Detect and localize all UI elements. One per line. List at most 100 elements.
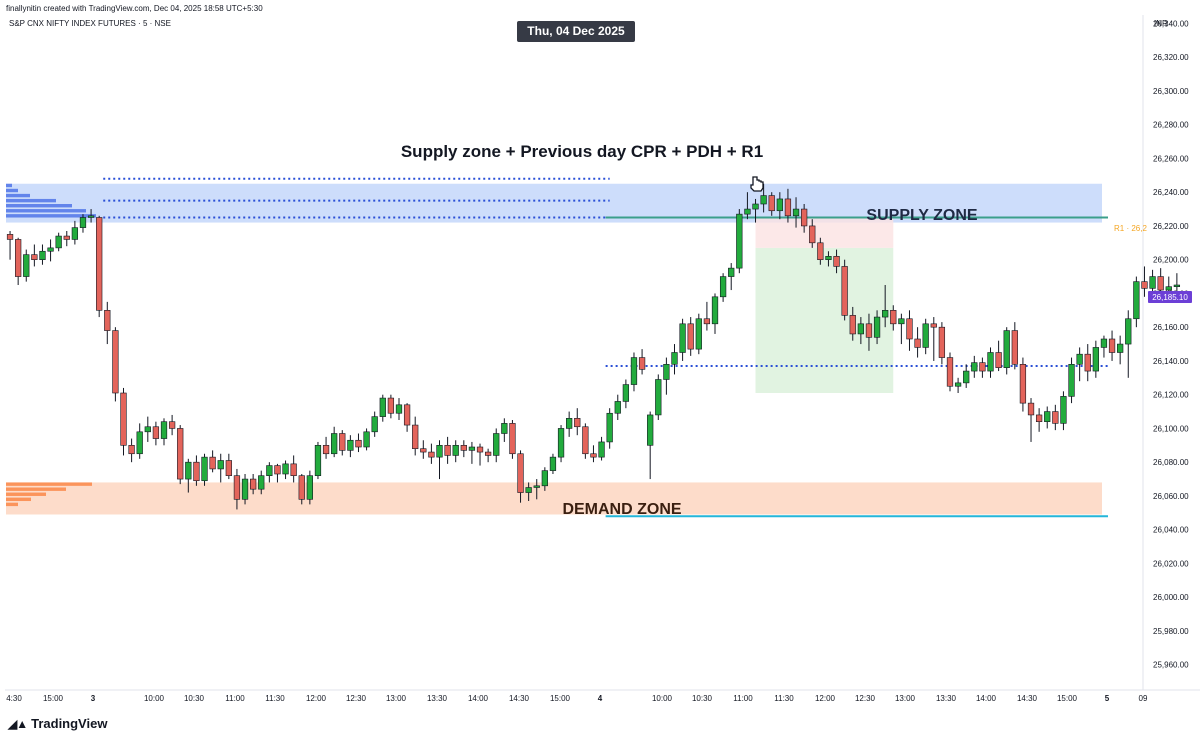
candle-body bbox=[882, 310, 889, 318]
candle bbox=[266, 462, 273, 483]
symbol-title[interactable]: S&P CNX NIFTY INDEX FUTURES · 5 · NSE bbox=[9, 19, 171, 28]
candle bbox=[347, 435, 354, 458]
x-tick-label: 13:30 bbox=[936, 694, 957, 703]
candle-body bbox=[23, 254, 30, 277]
hand-cursor-icon bbox=[750, 176, 764, 192]
candle bbox=[185, 458, 192, 493]
candle bbox=[792, 197, 800, 228]
candle-body bbox=[79, 217, 87, 228]
candle bbox=[1092, 340, 1099, 378]
candle-body bbox=[452, 445, 459, 456]
candle-body bbox=[347, 439, 354, 451]
candle-body bbox=[1117, 343, 1124, 353]
candle-body bbox=[71, 227, 79, 240]
candle bbox=[484, 448, 492, 463]
y-tick-label: 26,320.00 bbox=[1153, 53, 1189, 62]
candle-body bbox=[1076, 353, 1083, 365]
candle-body bbox=[557, 428, 565, 458]
candle bbox=[898, 313, 905, 345]
candle-body bbox=[1133, 281, 1140, 320]
candle bbox=[428, 443, 435, 464]
candle-body bbox=[671, 352, 678, 365]
candle bbox=[1117, 335, 1124, 365]
candle-body bbox=[412, 424, 419, 449]
candle bbox=[930, 317, 937, 361]
candle-body bbox=[760, 195, 767, 205]
candle-body bbox=[1068, 364, 1075, 397]
candle-body bbox=[1084, 353, 1091, 372]
levels-layer bbox=[103, 177, 1108, 518]
candle bbox=[1084, 344, 1091, 382]
candle bbox=[250, 474, 257, 495]
x-tick-label: 11:00 bbox=[733, 694, 753, 703]
candle bbox=[160, 418, 168, 446]
candle bbox=[728, 263, 735, 291]
candle-body bbox=[1019, 364, 1027, 404]
demand-volume-bar bbox=[6, 482, 92, 486]
candle bbox=[938, 322, 946, 365]
candle-body bbox=[1100, 338, 1108, 348]
x-tick-label: 11:30 bbox=[265, 694, 285, 703]
candle-body bbox=[1035, 414, 1043, 422]
candle-body bbox=[622, 384, 630, 402]
candle-body bbox=[1003, 330, 1010, 368]
candle-body bbox=[963, 370, 970, 384]
candle bbox=[444, 436, 451, 464]
x-tick-label: 15:00 bbox=[43, 694, 64, 703]
candle-body bbox=[614, 401, 621, 414]
date-pill: Thu, 04 Dec 2025 bbox=[517, 21, 635, 42]
candle bbox=[873, 310, 881, 345]
candle-body bbox=[193, 461, 200, 482]
candle bbox=[71, 220, 79, 245]
candle-body bbox=[1149, 276, 1156, 289]
y-tick-label: 26,220.00 bbox=[1153, 222, 1189, 231]
y-tick-label: 26,020.00 bbox=[1153, 559, 1189, 568]
candle-body bbox=[979, 362, 986, 372]
x-tick-label: 14:30 bbox=[509, 694, 530, 703]
candle bbox=[647, 411, 654, 480]
candle bbox=[274, 463, 281, 483]
candle bbox=[31, 244, 38, 267]
x-tick-label: 12:30 bbox=[855, 694, 876, 703]
y-tick-label: 26,340.00 bbox=[1153, 19, 1189, 28]
candle-body bbox=[509, 423, 516, 455]
candle-body bbox=[403, 404, 411, 426]
candle-body bbox=[201, 456, 208, 482]
supply-volume-bar bbox=[6, 198, 56, 203]
candle bbox=[566, 411, 573, 437]
demand-volume-bar bbox=[6, 492, 46, 496]
y-tick-label: 26,000.00 bbox=[1153, 593, 1189, 602]
candle-body bbox=[663, 364, 670, 380]
x-tick-label: 13:00 bbox=[386, 694, 407, 703]
demand-zone-label: DEMAND ZONE bbox=[562, 501, 681, 518]
candle-body bbox=[1141, 281, 1148, 289]
candle bbox=[954, 377, 962, 393]
candle bbox=[79, 214, 87, 233]
candle-body bbox=[857, 323, 864, 335]
candle-body bbox=[784, 198, 792, 217]
candle bbox=[695, 313, 702, 355]
candle-body bbox=[719, 276, 727, 298]
candle-body bbox=[533, 485, 540, 488]
candle bbox=[663, 357, 670, 395]
candle-body bbox=[233, 475, 241, 500]
y-tick-label: 26,140.00 bbox=[1153, 357, 1189, 366]
candle bbox=[882, 285, 889, 328]
candle bbox=[177, 425, 184, 485]
candle-body bbox=[809, 225, 816, 244]
candle bbox=[655, 374, 662, 420]
candle-body bbox=[47, 247, 54, 252]
candle bbox=[865, 313, 873, 351]
tradingview-brand[interactable]: ◢▲ TradingView bbox=[8, 716, 107, 731]
candle bbox=[1068, 357, 1075, 404]
candle bbox=[776, 192, 783, 220]
candle-body bbox=[152, 426, 160, 439]
candle-body bbox=[946, 357, 954, 387]
candle-body bbox=[306, 475, 313, 500]
candle bbox=[825, 251, 832, 267]
candle bbox=[15, 237, 22, 285]
candle bbox=[331, 426, 338, 458]
candle-body bbox=[339, 433, 346, 451]
candle bbox=[395, 398, 403, 420]
